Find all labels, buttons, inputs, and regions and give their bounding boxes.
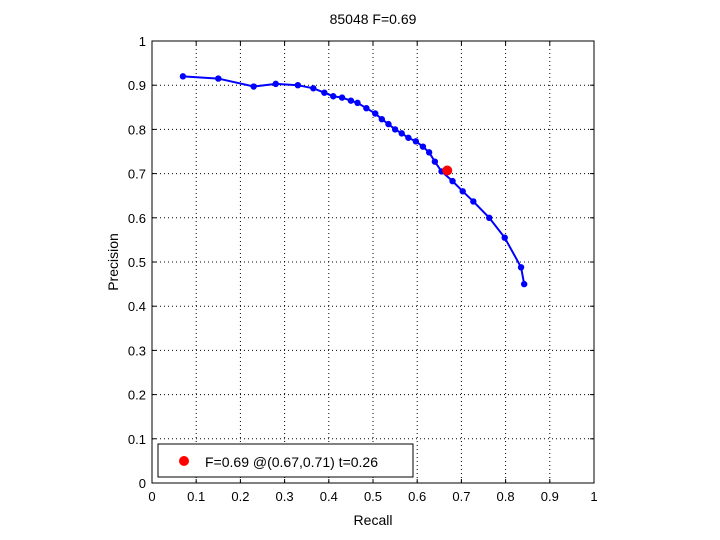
y-tick-label: 1 <box>139 34 146 49</box>
y-tick-label: 0.5 <box>128 255 146 270</box>
x-tick-label: 0.4 <box>320 489 338 504</box>
pr-curve-point <box>470 198 477 205</box>
pr-curve-point <box>347 97 355 104</box>
pr-curve-point <box>250 83 257 90</box>
pr-curve-point <box>520 280 528 288</box>
pr-curve-point <box>405 134 412 141</box>
y-tick-label: 0.8 <box>128 122 146 137</box>
pr-curve-point <box>431 158 439 165</box>
x-tick-label: 0.3 <box>276 489 294 504</box>
pr-curve-point <box>378 116 386 123</box>
pr-curve-point <box>294 82 302 89</box>
x-axis-label: Recall <box>354 512 393 528</box>
pr-curve-point <box>398 130 405 137</box>
pr-curve-point <box>425 149 433 156</box>
x-axis-ticks: 0 0.1 0.2 0.3 0.4 0.5 0.6 0.7 0.8 0.9 1 <box>148 41 598 504</box>
pr-curve-point <box>486 214 493 221</box>
y-tick-label: 0.1 <box>128 432 146 447</box>
pr-curve-point <box>179 73 187 80</box>
y-tick-label: 0.6 <box>128 211 146 226</box>
pr-curve-point <box>321 89 328 96</box>
x-tick-label: 0.1 <box>187 489 205 504</box>
x-tick-label: 0 <box>148 489 155 504</box>
x-tick-label: 0.9 <box>541 489 559 504</box>
x-tick-label: 0.5 <box>364 489 382 504</box>
pr-curve-point <box>449 177 456 185</box>
y-tick-label: 0.2 <box>128 388 146 403</box>
legend-box <box>157 443 414 478</box>
pr-curve-point <box>330 93 337 100</box>
pr-curve-point <box>372 110 379 117</box>
grid-lines <box>152 41 594 483</box>
x-tick-label: 0.6 <box>408 489 426 504</box>
y-axis-ticks: 0 0.1 0.2 0.3 0.4 0.5 0.6 0.7 0.8 0.9 1 <box>128 34 594 491</box>
pr-curve-point <box>459 188 466 195</box>
legend: F=0.69 @(0.67,0.71) t=0.26 <box>157 443 414 478</box>
best-f-point <box>442 165 453 176</box>
x-tick-label: 0.7 <box>452 489 470 504</box>
pr-curve-point <box>338 94 346 101</box>
x-tick-label: 1 <box>590 489 597 504</box>
y-tick-label: 0.9 <box>128 78 146 93</box>
x-tick-label: 0.2 <box>231 489 249 504</box>
pr-curve-point <box>419 143 427 150</box>
legend-label: F=0.69 @(0.67,0.71) t=0.26 <box>205 454 378 470</box>
pr-curve-point <box>354 99 361 107</box>
pr-curve-point <box>215 75 222 82</box>
pr-curve-point <box>272 80 279 88</box>
chart-title: 85048 F=0.69 <box>330 11 417 27</box>
pr-curve-point <box>385 120 392 128</box>
pr-curve-point <box>517 264 525 271</box>
y-tick-label: 0 <box>139 476 146 491</box>
series-layer <box>179 73 528 288</box>
pr-curve-point <box>391 126 399 133</box>
pr-curve-point <box>363 104 370 112</box>
y-tick-label: 0.4 <box>128 299 146 314</box>
y-tick-label: 0.3 <box>128 343 146 358</box>
pr-curve-point <box>412 138 420 145</box>
y-tick-label: 0.7 <box>128 167 146 182</box>
pr-curve-point <box>501 234 508 241</box>
pr-curve-point <box>310 85 317 92</box>
legend-marker <box>179 456 189 466</box>
x-tick-label: 0.8 <box>497 489 515 504</box>
y-axis-label: Precision <box>105 233 121 291</box>
